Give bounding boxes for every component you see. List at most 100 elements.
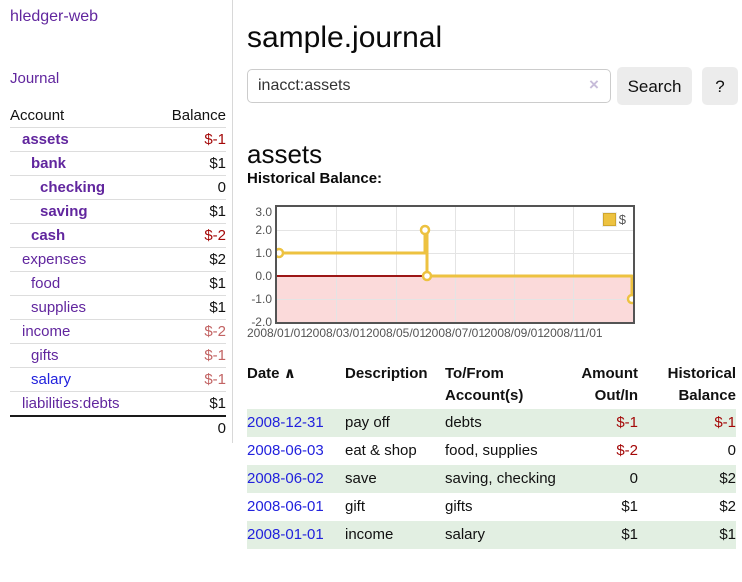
header-date-label: Date: [247, 365, 280, 382]
account-row-gifts: gifts $-1: [10, 343, 226, 368]
register-row: 2008-06-03 eat & shop food, supplies $-2…: [247, 437, 736, 465]
account-balance: $-2: [154, 319, 226, 344]
account-row-bank: bank $1: [10, 151, 226, 176]
account-link-income[interactable]: income: [22, 323, 71, 340]
sidebar-item-journal[interactable]: Journal: [10, 70, 60, 87]
transaction-accounts: debts: [445, 414, 482, 431]
register-table: Date ∧ Description To/From Account(s) Am…: [247, 361, 736, 549]
gridline: [277, 230, 633, 231]
x-tick-label: 2008/01/01: [246, 326, 308, 340]
account-link-saving[interactable]: saving: [40, 203, 88, 220]
account-balance: $-1: [154, 127, 226, 152]
search-input[interactable]: [247, 69, 611, 103]
y-tick-label: -2.0: [251, 315, 272, 329]
header-historical-balance: Historical Balance: [667, 365, 736, 404]
transaction-balance: 0: [727, 442, 736, 459]
account-row-saving: saving $1: [10, 199, 226, 224]
accounts-total-value: 0: [154, 415, 226, 440]
transaction-date-link[interactable]: 2008-06-02: [247, 470, 324, 487]
transaction-description: income: [345, 526, 394, 543]
transaction-description: gift: [345, 498, 366, 515]
register-header-row: Date ∧ Description To/From Account(s) Am…: [247, 361, 736, 409]
transaction-accounts: food, supplies: [445, 442, 538, 459]
gridline: [277, 253, 633, 254]
register-row: 2008-01-01 income salary $1 $1: [247, 521, 736, 549]
legend-label: $: [618, 212, 626, 227]
header-tofrom-accounts: To/From Account(s): [445, 365, 524, 404]
y-tick-label: 2.0: [255, 223, 272, 237]
account-row-assets: assets $-1: [10, 127, 226, 152]
accounts-table: Account Balance assets $-1 bank $1 check…: [10, 104, 226, 440]
historical-balance-chart: 3.0 2.0 1.0 0.0 -1.0 -2.0: [0, 205, 742, 345]
register-row: 2008-06-01 gift gifts $1 $2: [247, 493, 736, 521]
y-tick-label: 1.0: [255, 246, 272, 260]
account-row-checking: checking 0: [10, 175, 226, 200]
gridline: [573, 207, 574, 322]
account-link-expenses[interactable]: expenses: [22, 251, 87, 268]
header-amount-outin: Amount Out/In: [581, 365, 638, 404]
page-title: sample.journal: [247, 21, 443, 55]
sidebar: hledger-web Journal Account Balance asse…: [0, 0, 232, 582]
transaction-accounts: gifts: [445, 498, 473, 515]
header-date[interactable]: Date ∧: [247, 361, 345, 409]
clear-search-icon[interactable]: ×: [589, 75, 599, 94]
account-balance: $1: [154, 199, 226, 224]
x-tick-label: 2008/05/01: [365, 326, 427, 340]
account-row-liabilities-debts: liabilities:debts $1: [10, 391, 226, 416]
account-row-supplies: supplies $1: [10, 295, 226, 320]
gridline: [277, 299, 633, 300]
transaction-date-link[interactable]: 2008-06-01: [247, 498, 324, 515]
account-row-food: food $1: [10, 271, 226, 296]
chart-legend: $: [601, 212, 626, 227]
x-tick-label: 2008/07/01: [424, 326, 486, 340]
transaction-amount: 0: [629, 470, 638, 487]
transaction-amount: $1: [621, 498, 638, 515]
account-link-gifts[interactable]: gifts: [31, 347, 59, 364]
transaction-amount: $1: [621, 526, 638, 543]
chart-plot-area: $: [275, 205, 635, 324]
gridline: [514, 207, 515, 322]
gridline: [336, 207, 337, 322]
y-tick-label: 0.0: [255, 269, 272, 283]
balance-series-line: [277, 224, 633, 305]
help-button[interactable]: ?: [702, 67, 738, 105]
account-balance: $-1: [154, 343, 226, 368]
app-title-link[interactable]: hledger-web: [10, 8, 99, 25]
x-tick-label: 2008/03/01: [305, 326, 367, 340]
account-link-assets[interactable]: assets: [22, 131, 69, 148]
account-link-salary[interactable]: salary: [31, 371, 72, 388]
x-tick-label: 2008/09/01: [483, 326, 545, 340]
transaction-description: eat & shop: [345, 442, 417, 459]
transaction-balance: $2: [719, 470, 736, 487]
sidebar-divider: [232, 0, 233, 443]
account-balance: $1: [154, 271, 226, 296]
legend-swatch-icon: [601, 212, 617, 227]
account-link-food[interactable]: food: [31, 275, 61, 292]
transaction-accounts: saving, checking: [445, 470, 556, 487]
account-link-supplies[interactable]: supplies: [31, 299, 87, 316]
transaction-amount: $-1: [616, 414, 638, 431]
transaction-accounts: salary: [445, 526, 486, 543]
transaction-balance: $1: [719, 526, 736, 543]
account-balance: 0: [154, 175, 226, 200]
account-balance: $-1: [154, 367, 226, 392]
account-link-cash[interactable]: cash: [31, 227, 66, 244]
account-link-liabilities-debts[interactable]: liabilities:debts: [22, 395, 120, 412]
account-balance: $1: [154, 151, 226, 176]
transaction-date-link[interactable]: 2008-01-01: [247, 526, 324, 543]
gridline: [455, 207, 456, 322]
register-row: 2008-12-31 pay off debts $-1 $-1: [247, 409, 736, 437]
accounts-header-account: Account: [10, 107, 65, 124]
account-heading: assets: [247, 138, 323, 169]
search-form: × Search ?: [247, 67, 742, 105]
transaction-amount: $-2: [616, 442, 638, 459]
y-tick-label: -1.0: [251, 292, 272, 306]
account-balance: $-2: [154, 223, 226, 248]
transaction-description: pay off: [345, 414, 390, 431]
y-tick-label: 3.0: [255, 205, 272, 219]
account-link-bank[interactable]: bank: [31, 155, 67, 172]
transaction-date-link[interactable]: 2008-06-03: [247, 442, 324, 459]
search-button[interactable]: Search: [617, 67, 692, 105]
account-link-checking[interactable]: checking: [40, 179, 106, 196]
transaction-date-link[interactable]: 2008-12-31: [247, 414, 324, 431]
